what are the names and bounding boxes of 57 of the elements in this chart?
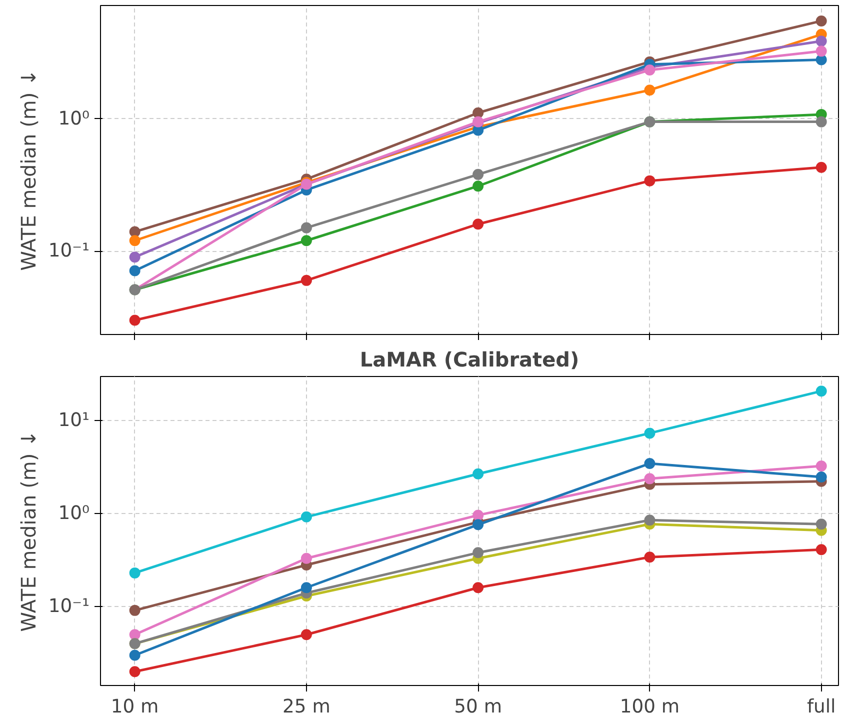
point <box>300 582 312 594</box>
point <box>472 582 484 594</box>
point <box>129 604 140 616</box>
x-tick-label: 50 m <box>454 696 502 718</box>
point <box>472 468 484 480</box>
y-tick-label: 10⁰ <box>58 503 90 524</box>
point <box>300 222 312 234</box>
point <box>816 386 827 397</box>
y-axis-title: WATE median (m) ↓ <box>16 430 40 632</box>
point <box>644 458 656 469</box>
y-axis-title: WATE median (m) ↓ <box>16 69 40 271</box>
point <box>129 666 140 678</box>
point <box>816 518 827 530</box>
point <box>816 116 827 128</box>
point <box>472 510 484 521</box>
point <box>129 226 140 238</box>
point <box>300 235 312 246</box>
point <box>300 552 312 564</box>
point <box>644 552 656 563</box>
point <box>129 629 140 640</box>
x-tick-label: 100 m <box>620 696 680 718</box>
point <box>816 544 827 556</box>
point <box>129 314 140 326</box>
point <box>472 180 484 192</box>
point <box>300 274 312 286</box>
point <box>816 460 827 472</box>
point <box>300 511 312 522</box>
point <box>816 36 827 47</box>
x-tick-label: full <box>806 696 836 718</box>
x-tick-label: 10 m <box>110 696 159 718</box>
point <box>816 472 827 482</box>
point <box>644 514 656 526</box>
point <box>129 265 140 276</box>
y-tick-label: 10⁰ <box>58 108 90 130</box>
point <box>644 64 656 76</box>
x-tick-label: 25 m <box>282 696 330 718</box>
point <box>816 46 827 57</box>
point <box>472 519 484 530</box>
point <box>644 473 656 484</box>
point <box>300 629 312 640</box>
point <box>816 15 827 26</box>
point <box>472 547 484 558</box>
point <box>472 218 484 230</box>
point <box>129 650 140 661</box>
y-tick-label: 10⁻¹ <box>48 240 90 262</box>
y-tick-label: 10⁻¹ <box>48 596 90 618</box>
chart-title: LaMAR (Calibrated) <box>360 348 580 372</box>
point <box>644 175 656 186</box>
point <box>472 107 484 118</box>
y-tick-label: 10¹ <box>58 410 90 431</box>
point <box>129 252 140 263</box>
point <box>644 428 656 439</box>
point <box>472 168 484 180</box>
point <box>129 567 140 578</box>
point <box>816 162 827 173</box>
point <box>644 84 656 96</box>
point <box>129 235 140 246</box>
